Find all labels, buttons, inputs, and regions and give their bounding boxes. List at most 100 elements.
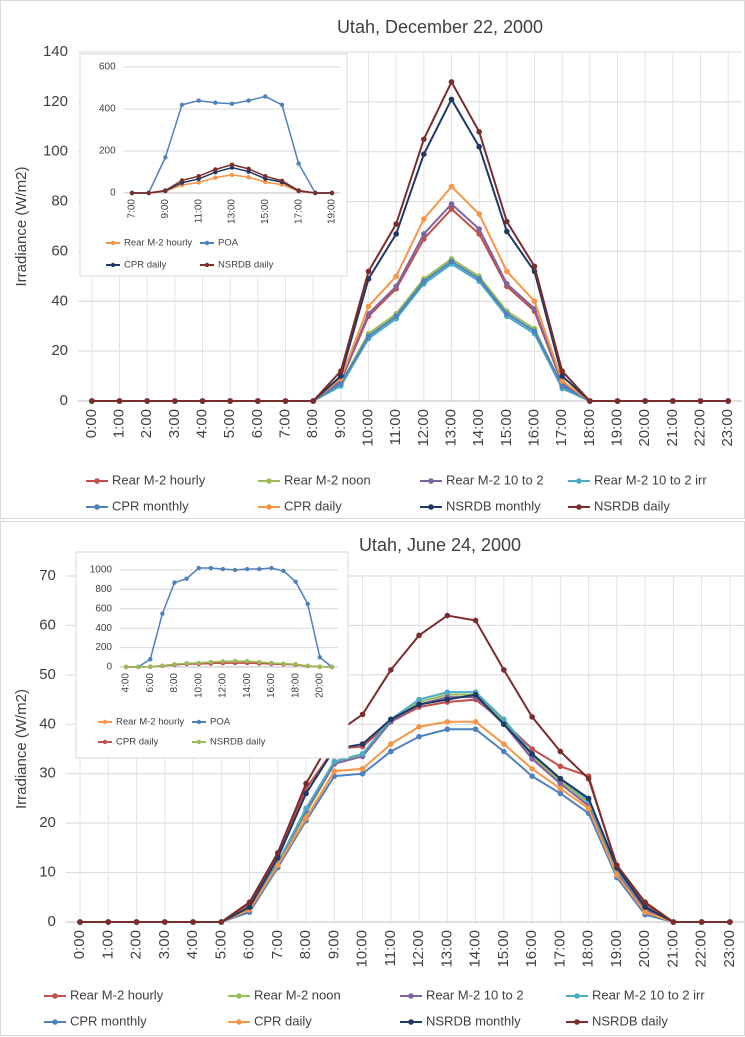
legend-label: CPR monthly bbox=[70, 1013, 147, 1028]
data-point bbox=[504, 218, 510, 225]
legend-marker bbox=[266, 478, 272, 484]
legend-marker bbox=[204, 262, 210, 268]
data-point bbox=[160, 663, 165, 668]
data-point bbox=[163, 188, 168, 193]
x-tick-label: 0:00 bbox=[83, 409, 100, 438]
y-tick-label: 0 bbox=[60, 392, 68, 409]
legend-marker bbox=[266, 504, 272, 510]
legend-label: Rear M-2 hourly bbox=[70, 987, 164, 1002]
x-tick-label: 22:00 bbox=[691, 409, 708, 447]
inset-chart: 0 200 400 600 800 1000 4:00 6:00 8:00 10:00 12:00 1… bbox=[75, 551, 349, 759]
data-point bbox=[129, 190, 135, 196]
legend-label: CPR daily bbox=[116, 737, 158, 748]
data-point bbox=[388, 716, 394, 723]
x-tick-label: 12:00 bbox=[218, 673, 229, 698]
data-point bbox=[296, 161, 301, 166]
legend-marker bbox=[576, 504, 582, 510]
x-tick-label: 7:00 bbox=[269, 930, 286, 959]
legend-marker bbox=[196, 739, 202, 745]
y-tick-label: 50 bbox=[39, 666, 56, 683]
x-tick-label: 12:00 bbox=[415, 409, 432, 447]
data-point bbox=[172, 398, 178, 404]
data-point bbox=[359, 741, 366, 747]
data-point bbox=[317, 655, 323, 660]
data-point bbox=[275, 862, 281, 868]
y-axis-label: Irradiance (W/m2) bbox=[13, 166, 30, 286]
data-point bbox=[388, 741, 394, 747]
x-tick-label: 9:00 bbox=[160, 199, 171, 219]
x-tick-label: 6:00 bbox=[145, 673, 156, 693]
data-point bbox=[279, 102, 285, 108]
data-point bbox=[393, 283, 399, 290]
data-point bbox=[305, 601, 310, 607]
y-tick-label: 80 bbox=[51, 193, 68, 210]
data-point bbox=[263, 174, 268, 179]
data-point bbox=[179, 178, 185, 183]
data-point bbox=[303, 805, 309, 812]
data-point bbox=[160, 611, 165, 616]
data-point bbox=[329, 664, 335, 670]
x-tick-label: 3:00 bbox=[166, 409, 183, 438]
data-point bbox=[531, 298, 538, 305]
legend-marker bbox=[408, 993, 414, 999]
data-point bbox=[388, 748, 394, 755]
data-point bbox=[698, 919, 705, 925]
legend-marker bbox=[574, 1019, 580, 1025]
data-point bbox=[303, 790, 309, 797]
x-tick-label: 19:00 bbox=[327, 199, 338, 224]
data-point bbox=[614, 862, 620, 868]
data-point bbox=[557, 748, 564, 755]
data-point bbox=[172, 662, 177, 667]
data-point bbox=[393, 313, 399, 320]
data-point bbox=[105, 919, 112, 925]
x-tick-label: 11:00 bbox=[382, 930, 399, 966]
data-point bbox=[472, 691, 479, 698]
legend-label: Rear M-2 10 to 2 bbox=[446, 472, 544, 487]
y-tick-label: 20 bbox=[51, 342, 68, 359]
data-point bbox=[504, 228, 510, 235]
legend-marker bbox=[236, 1019, 242, 1025]
x-tick-label: 20:00 bbox=[636, 930, 653, 968]
legend-marker bbox=[52, 1019, 58, 1025]
data-point bbox=[359, 751, 366, 757]
data-point bbox=[281, 568, 286, 574]
x-tick-label: 3:00 bbox=[156, 930, 173, 959]
x-tick-label: 16:00 bbox=[266, 673, 277, 698]
data-point bbox=[144, 398, 150, 404]
data-point bbox=[448, 183, 455, 190]
data-point bbox=[476, 211, 482, 217]
x-tick-label: 18:00 bbox=[290, 673, 301, 698]
legend-marker bbox=[196, 719, 202, 725]
x-tick-label: 9:00 bbox=[325, 930, 342, 959]
data-point bbox=[329, 190, 335, 196]
data-point bbox=[448, 79, 455, 85]
data-point bbox=[421, 216, 427, 222]
y-tick-label: 100 bbox=[43, 143, 68, 160]
data-point bbox=[529, 746, 535, 752]
data-point bbox=[476, 143, 482, 150]
data-point bbox=[448, 258, 455, 265]
inset-frame bbox=[75, 551, 349, 759]
y-tick-label: 10 bbox=[39, 864, 56, 881]
data-point bbox=[220, 659, 226, 664]
legend-label: Rear M-2 10 to 2 bbox=[426, 987, 524, 1002]
data-point bbox=[199, 398, 206, 404]
x-tick-label: 7:00 bbox=[127, 199, 138, 219]
data-point bbox=[501, 748, 507, 755]
x-tick-label: 17:00 bbox=[293, 199, 304, 224]
data-point bbox=[529, 751, 535, 757]
data-point bbox=[559, 373, 565, 379]
data-point bbox=[444, 689, 451, 695]
x-tick-label: 20:00 bbox=[636, 409, 653, 447]
data-point bbox=[246, 175, 251, 180]
data-point bbox=[529, 765, 535, 772]
data-point bbox=[727, 919, 733, 925]
legend-label: Rear M-2 10 to 2 irr bbox=[594, 472, 707, 487]
legend-marker bbox=[574, 993, 580, 999]
y-tick-label: 60 bbox=[39, 616, 56, 633]
x-tick-label: 4:00 bbox=[121, 673, 132, 693]
y-tick-label: 70 bbox=[39, 567, 56, 584]
y-tick-label: 0 bbox=[110, 188, 116, 199]
data-point bbox=[213, 167, 218, 172]
